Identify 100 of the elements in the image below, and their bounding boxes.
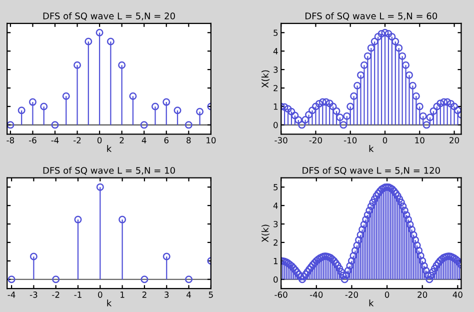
x-tick-label: 0 [97, 137, 102, 144]
point [440, 98, 448, 106]
point [162, 98, 170, 106]
point [322, 98, 330, 106]
y-tick-label: 0 [274, 122, 278, 128]
point [318, 98, 326, 106]
y-tick-label: 1 [274, 258, 278, 264]
point [444, 98, 452, 106]
point [308, 106, 316, 114]
y-axis-title: X(k) [261, 70, 270, 88]
point [364, 52, 372, 60]
x-tick-label: 2 [120, 137, 124, 144]
chart-title: DFS of SQ wave L = 5,N = 60 [306, 12, 438, 20]
point [315, 100, 323, 108]
point [312, 102, 320, 110]
point [416, 102, 424, 110]
point [370, 38, 378, 46]
point [343, 112, 351, 120]
chart-title: DFS of SQ wave L = 5,N = 10 [43, 166, 175, 175]
x-tick-label: 20 [418, 292, 428, 298]
x-axis-title: k [107, 299, 112, 306]
x-tick-label: 6 [164, 137, 169, 144]
y-tick-label: 1 [274, 104, 278, 110]
point [447, 100, 455, 108]
y-axis-title: X(k) [261, 224, 270, 242]
point [129, 92, 137, 100]
y-tick-label: 0 [274, 276, 278, 283]
x-tick-label: -4 [51, 137, 59, 144]
y-tick-label: 3 [274, 66, 278, 73]
x-axis-title: k [369, 299, 374, 306]
point [96, 183, 104, 191]
point [430, 107, 438, 115]
point [367, 44, 375, 52]
point [360, 61, 368, 69]
point [288, 108, 296, 116]
point [381, 28, 389, 36]
point [329, 102, 337, 110]
x-tick-label: 8 [186, 137, 191, 144]
x-tick-label: 3 [164, 292, 169, 298]
point [281, 103, 288, 111]
point [28, 98, 36, 106]
point [419, 112, 427, 120]
point [450, 102, 458, 110]
point [106, 38, 114, 46]
point [336, 114, 344, 122]
y-tick-label: 3 [274, 220, 278, 228]
point [408, 82, 416, 90]
point [174, 106, 182, 114]
point [412, 92, 420, 100]
x-tick-label: -8 [6, 137, 14, 144]
point [74, 61, 82, 69]
point [118, 216, 126, 224]
x-tick-label: 10 [415, 137, 424, 144]
x-tick-label: 4 [142, 137, 146, 144]
x-tick-label: -2 [52, 292, 60, 298]
point [298, 121, 306, 129]
point [84, 38, 92, 46]
x-tick-label: -30 [274, 137, 288, 144]
x-tick-label: 0 [382, 137, 388, 144]
point [433, 102, 441, 110]
point [294, 116, 302, 124]
x-tick-label: 2 [142, 292, 146, 298]
x-tick-label: -20 [345, 292, 358, 298]
point [302, 116, 310, 124]
point [30, 252, 38, 260]
point [392, 38, 400, 46]
x-tick-label: 0 [384, 292, 390, 298]
point [426, 114, 434, 122]
x-tick-label: 40 [452, 292, 462, 298]
point [40, 102, 48, 110]
point [185, 276, 193, 284]
point [140, 121, 148, 129]
point [291, 112, 299, 120]
point [332, 107, 340, 115]
chart-title: DFS of SQ wave L = 5,N = 20 [43, 12, 175, 20]
x-tick-label: 0 [98, 292, 102, 298]
y-tick-label: 5 [274, 184, 278, 190]
point [374, 32, 382, 40]
point [118, 61, 126, 69]
point [357, 71, 364, 79]
point [196, 108, 204, 116]
point [62, 92, 70, 100]
point [140, 276, 148, 284]
point [326, 100, 334, 108]
x-tick-label: -3 [30, 292, 38, 298]
point [422, 121, 430, 129]
point [340, 121, 348, 129]
point [405, 71, 413, 79]
point [354, 82, 362, 90]
x-tick-label: -40 [310, 292, 323, 298]
point [350, 92, 358, 100]
point [7, 121, 14, 129]
x-tick-label: 4 [186, 292, 191, 298]
point [162, 252, 170, 260]
point [378, 30, 386, 38]
y-tick-label: 4 [273, 48, 278, 54]
point [74, 216, 82, 224]
x-tick-label: 20 [450, 137, 460, 144]
point [395, 44, 403, 52]
point [436, 100, 444, 108]
